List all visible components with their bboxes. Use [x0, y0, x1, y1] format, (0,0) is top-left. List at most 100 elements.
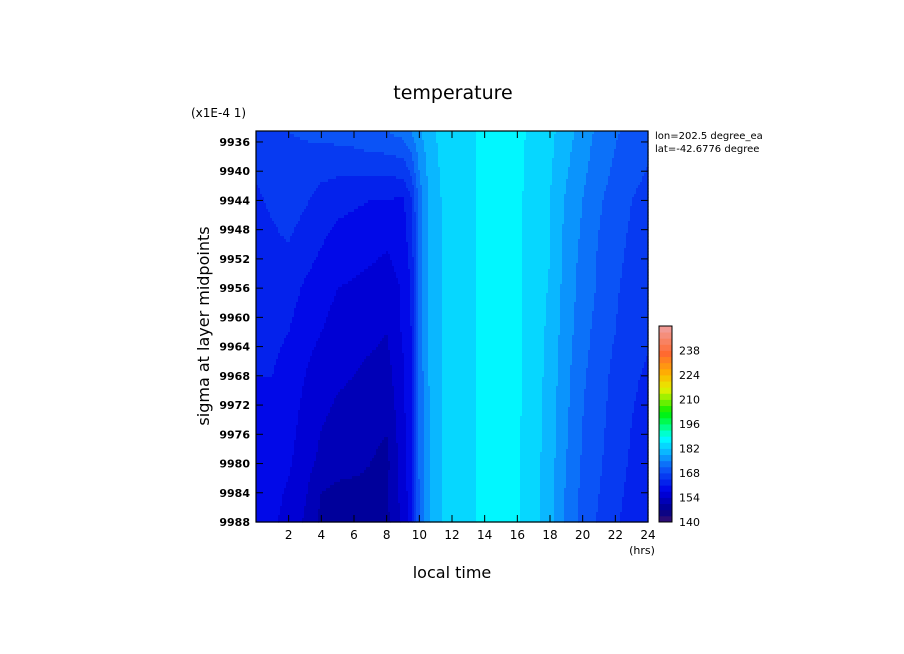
contour-band-cell [442, 392, 477, 396]
contour-band-cell [442, 221, 477, 225]
contour-band-cell [408, 188, 415, 192]
contour-band-cell [428, 242, 443, 246]
contour-band-cell [404, 407, 413, 411]
contour-band-cell [422, 347, 429, 351]
contour-band-cell [476, 167, 525, 171]
contour-band-cell [290, 239, 325, 243]
contour-band-cell [430, 404, 443, 408]
contour-band-cell [442, 461, 477, 465]
contour-band-cell [558, 341, 573, 345]
contour-band-cell [406, 218, 413, 222]
contour-band-cell [522, 281, 549, 285]
contour-band-cell [256, 419, 299, 423]
contour-band-cell [294, 227, 333, 231]
contour-band-cell [476, 473, 521, 477]
contour-band-cell [428, 260, 443, 264]
contour-band-cell [308, 200, 369, 204]
contour-band-cell [628, 227, 649, 231]
y-tick-label: 9984 [219, 487, 250, 500]
contour-band-cell [476, 395, 523, 399]
contour-band-cell [256, 284, 303, 288]
contour-band-cell [550, 200, 565, 204]
contour-band-cell [600, 221, 629, 225]
contour-band-cell [256, 167, 409, 171]
contour-band-cell [414, 404, 417, 408]
contour-band-cell [414, 194, 419, 198]
contour-band-cell [476, 140, 525, 144]
contour-band-cell [620, 131, 649, 135]
contour-band-cell [412, 392, 415, 396]
contour-band-cell [604, 449, 629, 453]
contour-band-cell [584, 413, 607, 417]
contour-band-cell [418, 440, 425, 444]
contour-band-cell [442, 197, 477, 201]
contour-band-cell [560, 323, 575, 327]
contour-band-cell [604, 197, 633, 201]
contour-band-cell [574, 326, 593, 330]
contour-band-cell [586, 386, 609, 390]
contour-band-cell [576, 287, 597, 291]
contour-band-cell [412, 446, 415, 450]
contour-band-cell [424, 491, 431, 495]
contour-band-cell [428, 248, 443, 252]
contour-band-cell [568, 446, 583, 450]
contour-band-cell [416, 452, 419, 456]
contour-band-cell [256, 287, 301, 291]
contour-band-cell [430, 491, 443, 495]
contour-band-cell [442, 440, 477, 444]
contour-band-cell [428, 278, 443, 282]
contour-band-cell [442, 371, 477, 375]
contour-band-cell [614, 335, 649, 339]
contour-band-cell [428, 179, 441, 183]
contour-band-cell [416, 293, 419, 297]
contour-band-cell [630, 431, 649, 435]
contour-band-cell [562, 230, 581, 234]
contour-band-cell [416, 278, 419, 282]
contour-band-cell [414, 287, 417, 291]
x-tick-label: 6 [350, 528, 358, 542]
contour-band-cell [398, 479, 407, 483]
contour-band-cell [270, 215, 301, 219]
contour-band-cell [564, 203, 583, 207]
contour-band-cell [476, 464, 521, 468]
contour-band-cell [256, 479, 289, 483]
contour-band-cell [418, 443, 425, 447]
contour-band-cell [422, 257, 429, 261]
contour-band-cell [406, 221, 413, 225]
contour-band-cell [424, 380, 429, 384]
contour-band-cell [416, 485, 421, 489]
contour-band-cell [520, 470, 541, 474]
contour-band-cell [372, 263, 393, 267]
contour-band-cell [420, 182, 429, 186]
contour-band-cell [550, 230, 563, 234]
contour-band-cell [416, 305, 419, 309]
contour-band-cell [392, 374, 405, 378]
contour-band-cell [256, 239, 287, 243]
contour-band-cell [476, 407, 523, 411]
contour-band-cell [522, 368, 545, 372]
contour-band-cell [574, 329, 591, 333]
contour-band-cell [476, 476, 521, 480]
contour-band-cell [550, 251, 563, 255]
contour-band-cell [406, 182, 413, 186]
contour-band-cell [476, 155, 525, 159]
contour-band-cell [424, 386, 431, 390]
contour-band-cell [414, 413, 417, 417]
contour-band-cell [560, 302, 575, 306]
contour-band-cell [628, 464, 649, 468]
contour-band-cell [638, 383, 649, 387]
contour-band-cell [260, 191, 315, 195]
contour-band-cell [580, 455, 603, 459]
contour-band-cell [590, 341, 615, 345]
contour-band-cell [418, 461, 425, 465]
contour-band-cell [418, 224, 423, 228]
contour-band-cell [400, 512, 409, 516]
contour-band-cell [624, 482, 649, 486]
contour-band-cell [586, 374, 609, 378]
contour-band-cell [412, 380, 415, 384]
contour-band-cell [400, 293, 411, 297]
contour-band-cell [584, 194, 605, 198]
contour-band-cell [418, 287, 423, 291]
contour-band-cell [578, 515, 597, 519]
contour-band-cell [610, 167, 647, 171]
